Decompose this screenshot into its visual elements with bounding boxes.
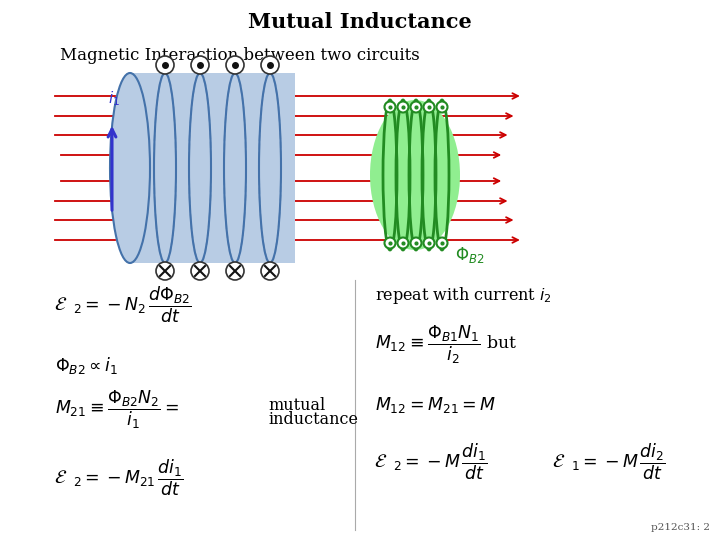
Circle shape — [436, 238, 448, 248]
Text: $_{2} = -M_{21}\,\dfrac{di_1}{dt}$: $_{2} = -M_{21}\,\dfrac{di_1}{dt}$ — [73, 458, 184, 498]
Circle shape — [397, 238, 408, 248]
Circle shape — [410, 102, 421, 112]
Text: $_{1} = -M\,\dfrac{di_2}{dt}$: $_{1} = -M\,\dfrac{di_2}{dt}$ — [571, 442, 666, 482]
Text: $_{2} = -N_2\,\dfrac{d\Phi_{B2}}{dt}$: $_{2} = -N_2\,\dfrac{d\Phi_{B2}}{dt}$ — [73, 285, 192, 325]
Circle shape — [226, 56, 244, 74]
Circle shape — [156, 262, 174, 280]
Circle shape — [423, 102, 434, 112]
Circle shape — [226, 262, 244, 280]
Text: Magnetic Interaction between two circuits: Magnetic Interaction between two circuit… — [60, 46, 420, 64]
Text: Mutual Inductance: Mutual Inductance — [248, 12, 472, 32]
Circle shape — [191, 262, 209, 280]
Ellipse shape — [110, 73, 150, 263]
Text: $M_{12} = M_{21} = M$: $M_{12} = M_{21} = M$ — [375, 395, 496, 415]
Text: $\!\!\mathcal{E}$: $\!\!\mathcal{E}$ — [375, 453, 387, 471]
Circle shape — [423, 238, 434, 248]
Polygon shape — [130, 73, 295, 263]
Circle shape — [261, 56, 279, 74]
Circle shape — [156, 56, 174, 74]
Text: repeat with current $i_2$: repeat with current $i_2$ — [375, 285, 552, 306]
Circle shape — [191, 56, 209, 74]
Ellipse shape — [370, 100, 460, 250]
Text: p212c31: 2: p212c31: 2 — [651, 523, 710, 532]
Text: $\Phi_{B2}$: $\Phi_{B2}$ — [455, 245, 485, 265]
Circle shape — [410, 238, 421, 248]
Text: mutual: mutual — [268, 396, 325, 414]
Circle shape — [384, 238, 395, 248]
Text: inductance: inductance — [268, 411, 358, 429]
Text: $\Phi_{B2} \propto i_1$: $\Phi_{B2} \propto i_1$ — [55, 354, 118, 375]
Text: $_{2} = -M\,\dfrac{di_1}{dt}$: $_{2} = -M\,\dfrac{di_1}{dt}$ — [393, 442, 488, 482]
Text: $M_{21} \equiv \dfrac{\Phi_{B2}N_2}{i_1} =$: $M_{21} \equiv \dfrac{\Phi_{B2}N_2}{i_1}… — [55, 389, 179, 431]
Circle shape — [384, 102, 395, 112]
Text: $\!\!\mathcal{E}$: $\!\!\mathcal{E}$ — [55, 296, 68, 314]
Circle shape — [397, 102, 408, 112]
Text: $\!\!\mathcal{E}$: $\!\!\mathcal{E}$ — [553, 453, 565, 471]
Circle shape — [261, 262, 279, 280]
Text: $M_{12} \equiv \dfrac{\Phi_{B1}N_1}{i_2}$ but: $M_{12} \equiv \dfrac{\Phi_{B1}N_1}{i_2}… — [375, 324, 518, 366]
Circle shape — [436, 102, 448, 112]
Text: $i_1$: $i_1$ — [108, 89, 120, 108]
Text: $\!\!\mathcal{E}$: $\!\!\mathcal{E}$ — [55, 469, 68, 487]
